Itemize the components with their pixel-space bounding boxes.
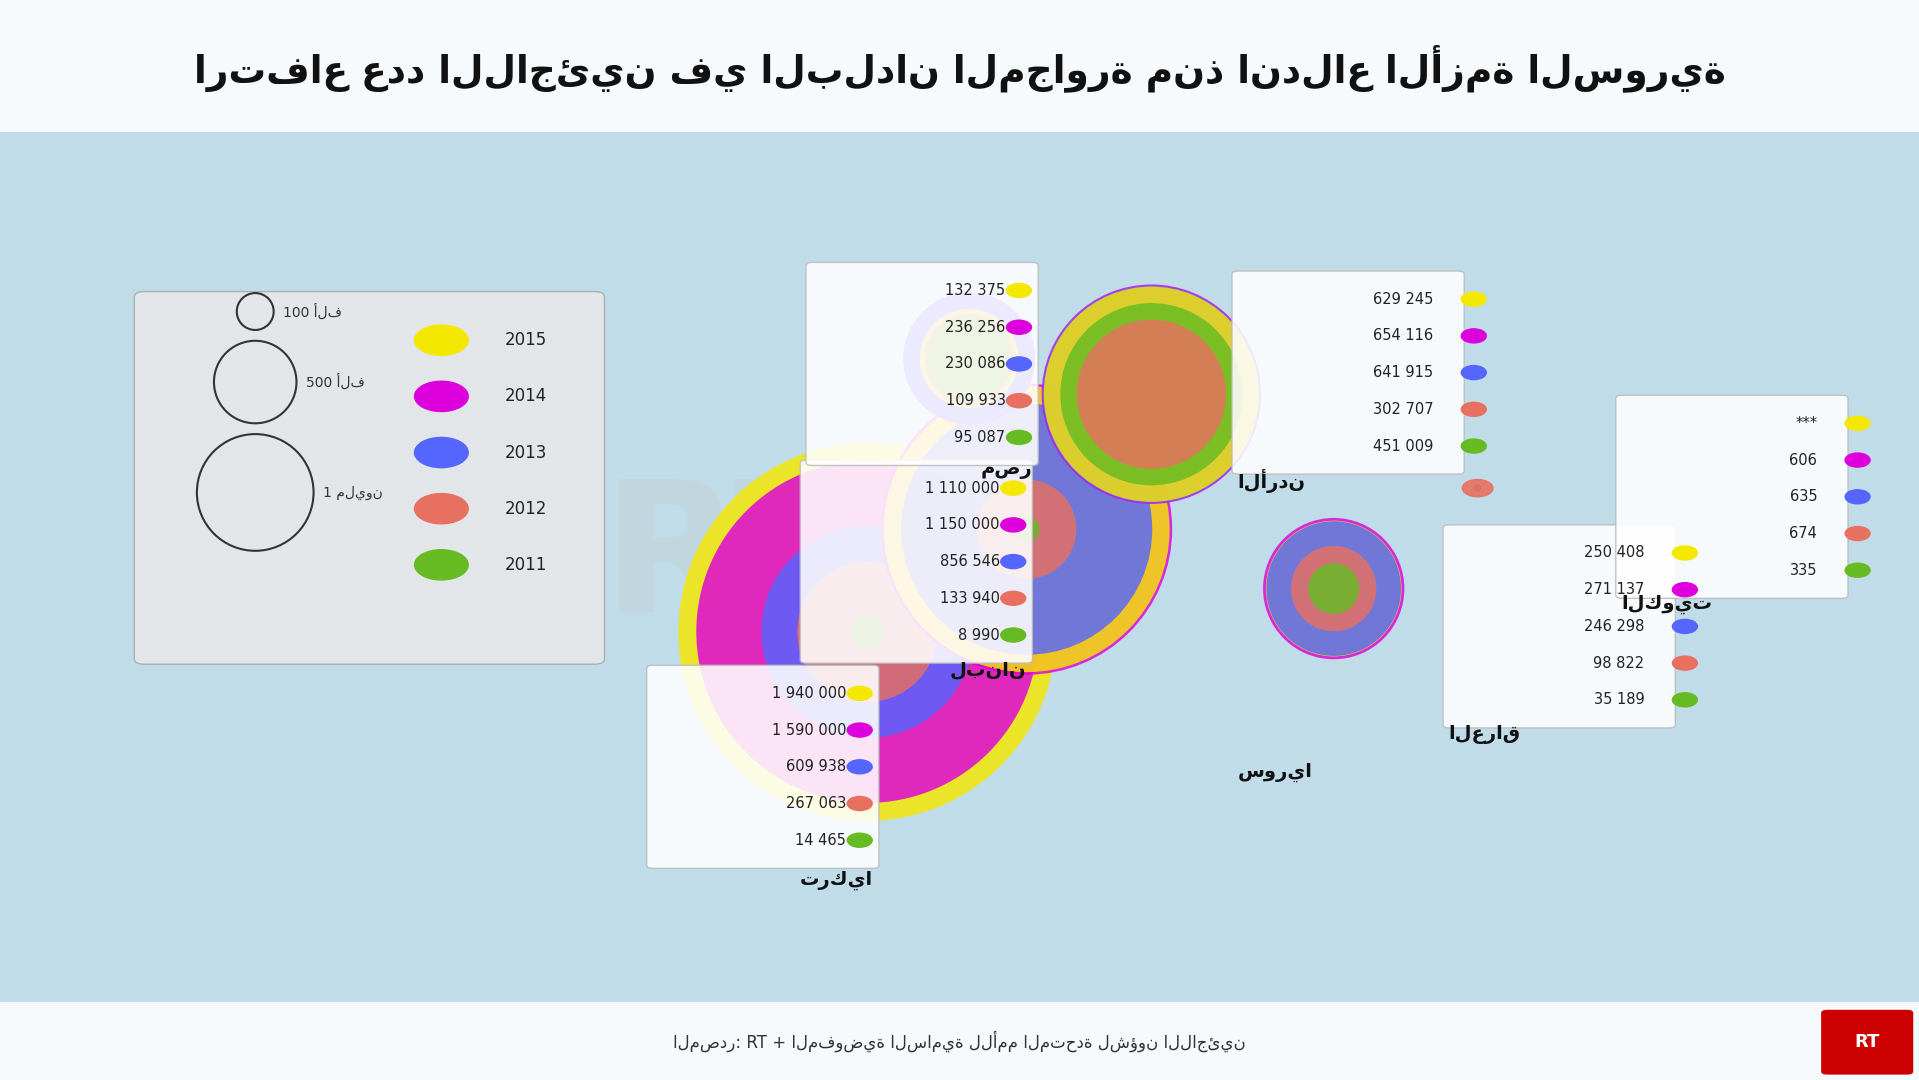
Text: 654 116: 654 116	[1374, 328, 1433, 343]
Text: 1 مليون: 1 مليون	[322, 485, 384, 500]
Text: 133 940: 133 940	[940, 591, 1000, 606]
Text: 100 ألف: 100 ألف	[284, 303, 342, 320]
Text: 500 ألف: 500 ألف	[307, 374, 365, 390]
Text: 2013: 2013	[505, 444, 547, 461]
Text: 629 245: 629 245	[1374, 292, 1433, 307]
Text: 674: 674	[1789, 526, 1817, 541]
Text: 2011: 2011	[505, 556, 547, 573]
Text: ***: ***	[1794, 416, 1817, 431]
Text: العراق: العراق	[1449, 725, 1522, 744]
Text: 1 940 000: 1 940 000	[771, 686, 846, 701]
Text: 267 063: 267 063	[787, 796, 846, 811]
Text: 1 590 000: 1 590 000	[771, 723, 846, 738]
Text: 856 546: 856 546	[940, 554, 1000, 569]
Text: الأردن: الأردن	[1238, 469, 1307, 492]
Text: 230 086: 230 086	[946, 356, 1006, 372]
Text: 609 938: 609 938	[787, 759, 846, 774]
Text: لبنان: لبنان	[950, 660, 1027, 679]
Text: 250 408: 250 408	[1583, 545, 1645, 561]
Text: 451 009: 451 009	[1374, 438, 1433, 454]
Text: 236 256: 236 256	[946, 320, 1006, 335]
Text: 1 110 000: 1 110 000	[925, 481, 1000, 496]
Text: 606: 606	[1789, 453, 1817, 468]
Text: 246 298: 246 298	[1585, 619, 1645, 634]
Text: سوريا: سوريا	[1238, 762, 1313, 782]
Text: 2012: 2012	[505, 500, 547, 517]
Text: 35 189: 35 189	[1595, 692, 1645, 707]
Text: 635: 635	[1790, 489, 1817, 504]
Text: RT: RT	[1854, 1034, 1881, 1051]
Text: 2015: 2015	[505, 332, 547, 349]
Text: المصدر: RT + المفوضية السامية للأمم المتحدة لشؤون اللاجئين: المصدر: RT + المفوضية السامية للأمم المت…	[674, 1030, 1245, 1052]
Text: 641 915: 641 915	[1374, 365, 1433, 380]
Text: 95 087: 95 087	[954, 430, 1006, 445]
Text: 335: 335	[1790, 563, 1817, 578]
Text: 302 707: 302 707	[1372, 402, 1433, 417]
Text: RT: RT	[603, 474, 856, 649]
Text: 271 137: 271 137	[1585, 582, 1645, 597]
Text: تركيا: تركيا	[800, 870, 873, 890]
Text: 14 465: 14 465	[794, 833, 846, 848]
Text: مصر: مصر	[981, 460, 1032, 480]
Text: 109 933: 109 933	[946, 393, 1006, 408]
Text: 132 375: 132 375	[946, 283, 1006, 298]
Text: 2014: 2014	[505, 388, 547, 405]
Text: الكويت: الكويت	[1622, 595, 1712, 615]
Text: 8 990: 8 990	[958, 627, 1000, 643]
Text: ارتفاع عدد اللاجئين في البلدان المجاورة منذ اندلاع الأزمة السورية: ارتفاع عدد اللاجئين في البلدان المجاورة …	[194, 44, 1725, 92]
Text: 1 150 000: 1 150 000	[925, 517, 1000, 532]
Text: 98 822: 98 822	[1593, 656, 1645, 671]
